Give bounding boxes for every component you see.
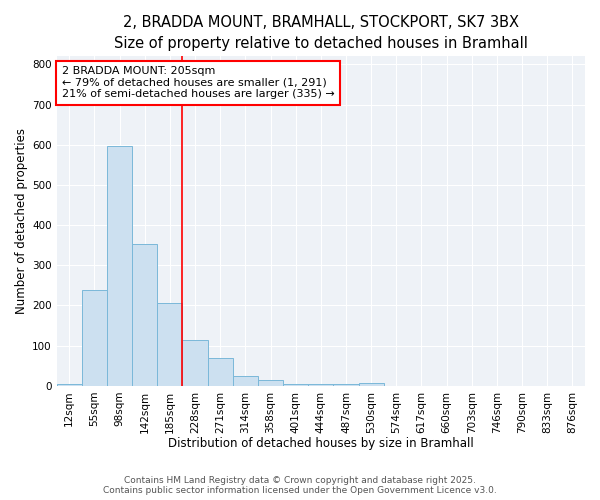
Bar: [132, 244, 157, 386]
X-axis label: Distribution of detached houses by size in Bramhall: Distribution of detached houses by size …: [168, 437, 474, 450]
Y-axis label: Number of detached properties: Number of detached properties: [15, 128, 28, 314]
Bar: [157, 304, 182, 386]
Bar: [182, 340, 208, 386]
Bar: [334, 384, 359, 386]
Bar: [208, 358, 233, 386]
Bar: [283, 384, 308, 386]
Bar: [82, 290, 107, 386]
Bar: [308, 384, 334, 386]
Bar: [56, 384, 82, 386]
Bar: [258, 380, 283, 386]
Text: 2 BRADDA MOUNT: 205sqm
← 79% of detached houses are smaller (1, 291)
21% of semi: 2 BRADDA MOUNT: 205sqm ← 79% of detached…: [62, 66, 335, 100]
Bar: [359, 382, 384, 386]
Bar: [233, 376, 258, 386]
Text: Contains HM Land Registry data © Crown copyright and database right 2025.
Contai: Contains HM Land Registry data © Crown c…: [103, 476, 497, 495]
Bar: [107, 146, 132, 386]
Title: 2, BRADDA MOUNT, BRAMHALL, STOCKPORT, SK7 3BX
Size of property relative to detac: 2, BRADDA MOUNT, BRAMHALL, STOCKPORT, SK…: [114, 15, 528, 51]
